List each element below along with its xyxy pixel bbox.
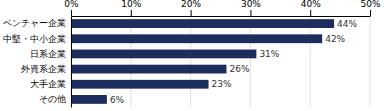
data-label: 31% <box>259 49 279 59</box>
grid <box>71 16 370 107</box>
tick-label: 50% <box>360 0 380 9</box>
plot: 0% 10% 20% 30% 40% 50% ベンチャー企業中堅・中小企業日系企業外資系企業… <box>3 0 381 108</box>
tick: 中堅・中小企業 <box>3 34 66 44</box>
data-label: 44% <box>337 19 357 29</box>
axis-line <box>72 16 371 17</box>
tick: 0% <box>64 0 79 16</box>
grid-line <box>130 16 131 107</box>
tick-mark <box>71 10 72 16</box>
tick-label: 中堅・中小企業 <box>3 34 66 44</box>
tick: その他 <box>39 94 66 104</box>
chart-container: 0% 10% 20% 30% 40% 50% ベンチャー企業中堅・中小企業日系企業外資系企業… <box>0 0 384 111</box>
bar <box>71 19 334 28</box>
tick: 40% <box>301 0 321 16</box>
tick-mark <box>191 10 192 16</box>
tick: ベンチャー企業 <box>3 18 66 28</box>
tick-mark <box>310 10 311 16</box>
tick-label: 30% <box>241 0 261 9</box>
grid-line <box>310 16 311 107</box>
tick-label: 10% <box>121 0 141 9</box>
tick: 日系企業 <box>30 49 66 59</box>
grid-line <box>250 16 251 107</box>
bar <box>71 80 209 89</box>
tick: 20% <box>181 0 201 16</box>
tick-mark <box>370 10 371 16</box>
axis-line <box>71 17 72 108</box>
data-label: 23% <box>212 79 232 89</box>
tick: 30% <box>241 0 261 16</box>
data-label: 26% <box>229 64 249 74</box>
tick-label: 40% <box>301 0 321 9</box>
tick-mark <box>131 10 132 16</box>
bar <box>71 65 226 74</box>
tick-label: 20% <box>181 0 201 9</box>
tick-mark <box>250 10 251 16</box>
tick: 外資系企業 <box>21 64 66 74</box>
tick-label: 0% <box>64 0 79 9</box>
tick-label: 日系企業 <box>30 49 66 59</box>
bar <box>71 34 322 43</box>
bars <box>71 19 334 104</box>
grid-line <box>370 16 371 107</box>
data-label: 6% <box>110 95 125 105</box>
grid-line <box>190 16 191 107</box>
data-label: 42% <box>325 34 345 44</box>
y-axis: ベンチャー企業中堅・中小企業日系企業外資系企業大手企業その他 <box>3 17 72 108</box>
bar <box>71 50 256 59</box>
x-axis: 0% 10% 20% 30% 40% 50% <box>64 0 381 17</box>
tick: 10% <box>121 0 141 16</box>
tick-label: その他 <box>39 94 66 104</box>
tick: 大手企業 <box>30 79 66 89</box>
tick-label: 外資系企業 <box>21 64 66 74</box>
bar <box>71 95 107 104</box>
tick: 50% <box>360 0 380 16</box>
data-labels: 44% 42% 31% 26% 23% 6% <box>110 19 358 105</box>
tick-label: 大手企業 <box>30 79 66 89</box>
grid-line <box>71 16 72 107</box>
chart-svg: 0% 10% 20% 30% 40% 50% ベンチャー企業中堅・中小企業日系企業外資系企業… <box>0 0 384 111</box>
tick-label: ベンチャー企業 <box>3 18 66 28</box>
